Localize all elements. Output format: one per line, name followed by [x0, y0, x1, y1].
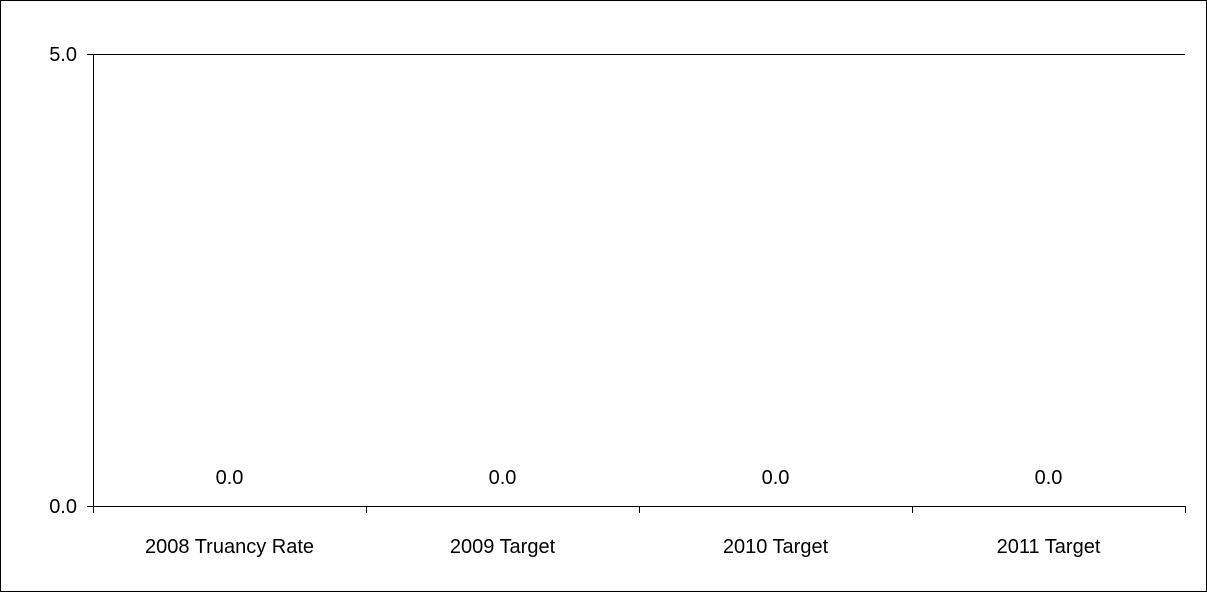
axes: 0.0 5.0	[49, 44, 1186, 518]
y-tick-label: 0.0	[49, 496, 77, 518]
x-category-label: 2010 Target	[723, 536, 829, 558]
labels: 0.0 2008 Truancy Rate 0.0 2009 Target 0.0 201…	[145, 467, 1101, 558]
x-category-label: 2011 Target	[997, 536, 1101, 558]
data-label: 0.0	[489, 467, 517, 489]
x-category-label: 2008 Truancy Rate	[145, 536, 314, 558]
x-category-label: 2009 Target	[450, 536, 556, 558]
data-label: 0.0	[762, 467, 790, 489]
data-label: 0.0	[216, 467, 244, 489]
data-label: 0.0	[1035, 467, 1063, 489]
y-tick-label: 5.0	[49, 44, 77, 66]
